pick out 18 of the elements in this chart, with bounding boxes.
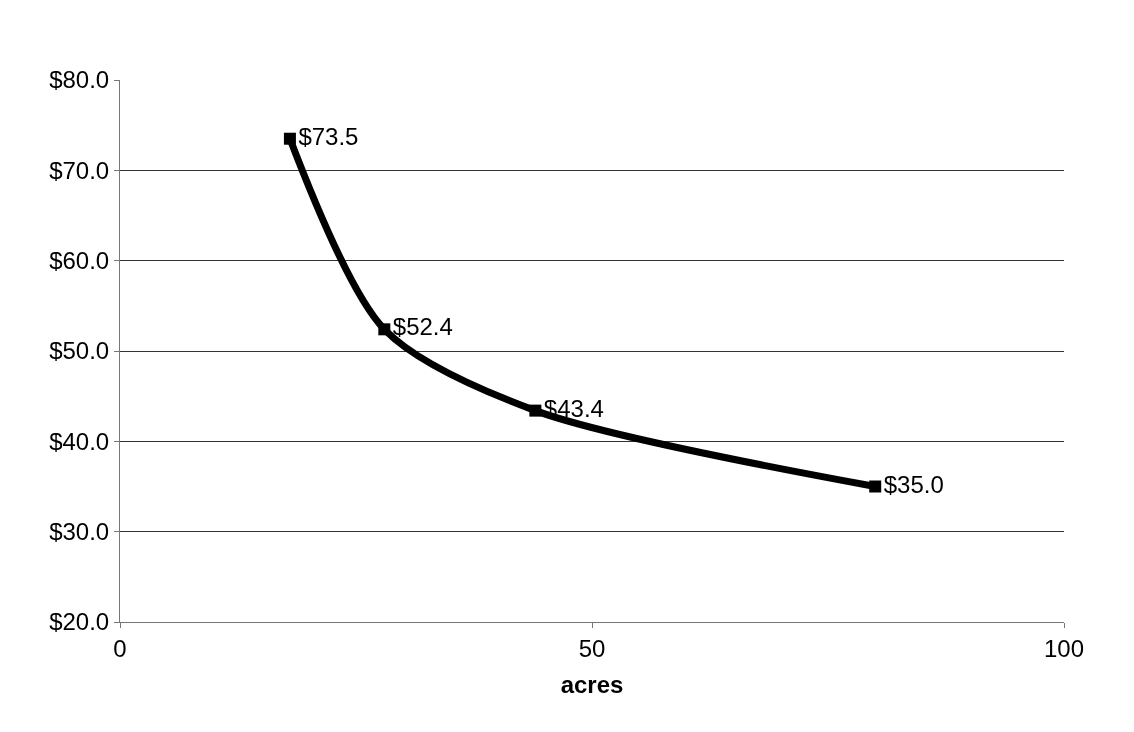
- y-tick-label: $80.0: [49, 66, 110, 94]
- point: [378, 323, 391, 336]
- y-tick-label: $50.0: [49, 337, 110, 365]
- y-tick-label: $40.0: [49, 427, 110, 455]
- data-label: $73.5: [298, 122, 359, 150]
- x-tick-label: 0: [113, 634, 127, 662]
- y-tick-label: $20.0: [49, 608, 110, 636]
- x-tick-label: 50: [578, 634, 606, 662]
- point: [529, 404, 542, 417]
- x-tick-label: 100: [1043, 634, 1085, 662]
- y-tick-label: $30.0: [49, 518, 110, 546]
- data-label: $35.0: [883, 470, 944, 498]
- point: [283, 132, 296, 145]
- x-axis-title: acres: [560, 671, 624, 699]
- point: [869, 480, 882, 493]
- data-label: $52.4: [392, 313, 453, 341]
- y-tick-label: $70.0: [49, 156, 110, 184]
- y-tick-label: $60.0: [49, 247, 110, 275]
